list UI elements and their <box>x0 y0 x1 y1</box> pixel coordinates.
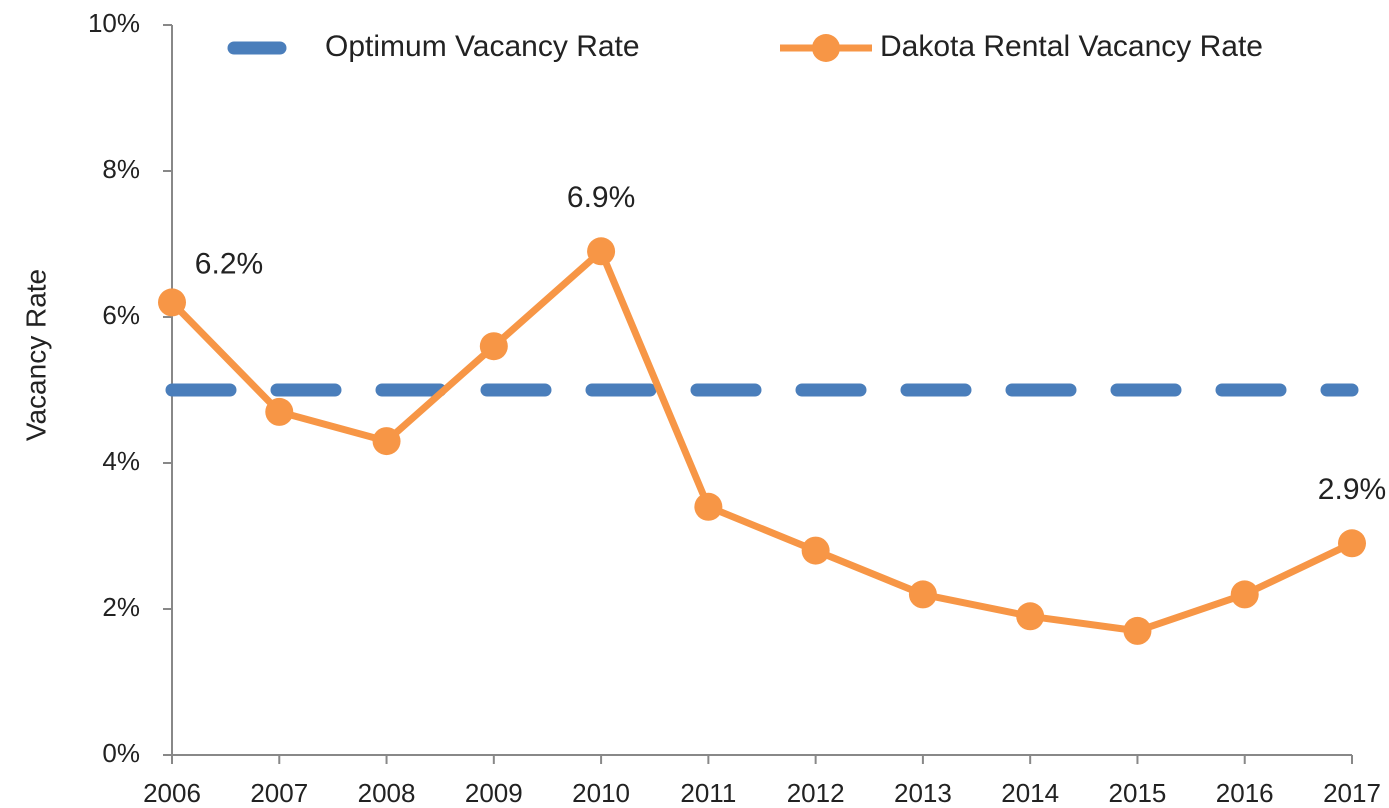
y-tick-label: 10% <box>88 8 140 38</box>
x-tick-label: 2016 <box>1216 778 1274 808</box>
marker <box>372 427 401 456</box>
y-axis-label: Vacancy Rate <box>20 269 51 441</box>
y-tick-label: 6% <box>102 300 140 330</box>
x-tick-label: 2008 <box>358 778 416 808</box>
legend-marker <box>812 34 840 62</box>
y-tick-label: 2% <box>102 592 140 622</box>
legend-label: Optimum Vacancy Rate <box>325 30 640 63</box>
x-tick-label: 2013 <box>894 778 952 808</box>
y-tick-label: 0% <box>102 738 140 768</box>
data-label: 6.9% <box>567 181 635 214</box>
marker <box>908 580 937 609</box>
x-tick-label: 2012 <box>787 778 845 808</box>
x-tick-label: 2009 <box>465 778 523 808</box>
x-tick-label: 2007 <box>250 778 308 808</box>
data-line <box>169 247 1354 635</box>
marker <box>158 288 186 317</box>
x-tick-label: 2015 <box>1109 778 1167 808</box>
marker <box>1123 616 1152 645</box>
data-label: 2.9% <box>1318 473 1386 506</box>
marker <box>1016 602 1045 631</box>
y-tick-label: 4% <box>102 446 140 476</box>
x-tick-label: 2014 <box>1001 778 1059 808</box>
x-tick-label: 2011 <box>680 778 736 808</box>
x-tick-label: 2006 <box>143 778 201 808</box>
marker <box>801 536 830 565</box>
marker <box>1230 580 1259 609</box>
marker <box>265 397 294 426</box>
marker <box>1338 529 1366 558</box>
data-label: 6.2% <box>195 247 263 280</box>
marker <box>694 492 723 521</box>
x-tick-label: 2010 <box>572 778 630 808</box>
legend-label: Dakota Rental Vacancy Rate <box>880 30 1263 63</box>
marker <box>479 332 508 361</box>
y-tick-label: 8% <box>102 154 140 184</box>
marker <box>587 237 616 266</box>
x-tick-label: 2017 <box>1323 778 1381 808</box>
